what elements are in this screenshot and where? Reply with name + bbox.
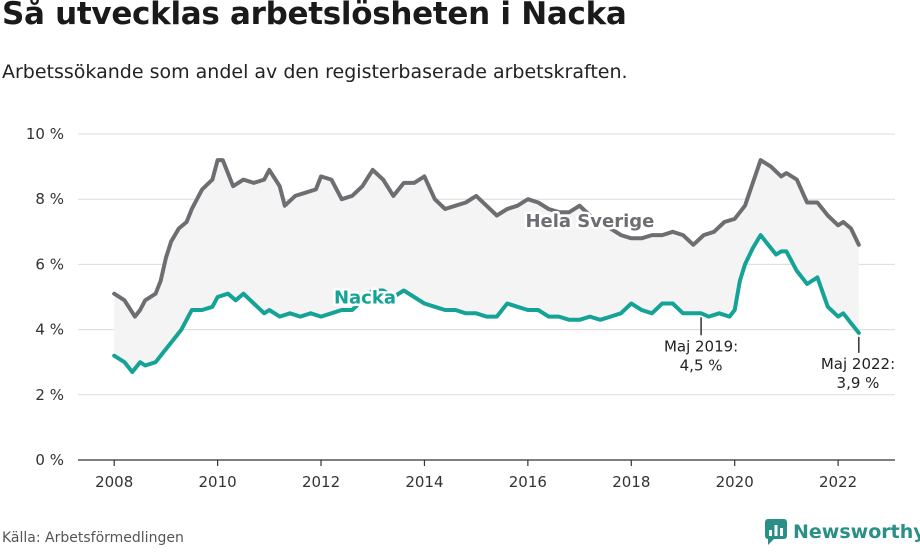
y-tick-label: 6 % xyxy=(35,255,64,273)
annotations: Maj 2019:4,5 % Maj 2022:3,9 % xyxy=(664,317,895,392)
brand-name: Newsworthy xyxy=(793,521,920,543)
series-label-hela-sverige: Hela Sverige xyxy=(525,211,654,232)
y-tick-label: 2 % xyxy=(35,386,64,404)
x-tick-label: 2012 xyxy=(302,473,340,491)
series-line-hela-sverige xyxy=(112,158,861,319)
annotation-value: 4,5 % xyxy=(680,356,723,374)
x-tick-label: 2008 xyxy=(95,473,133,491)
x-tick-label: 2010 xyxy=(199,473,237,491)
source-note: Källa: Arbetsförmedlingen xyxy=(2,530,184,546)
chart-subtitle: Arbetssökande som andel av den registerb… xyxy=(2,61,628,83)
x-tick-label: 2016 xyxy=(509,473,547,491)
series-line-nacka xyxy=(112,233,861,374)
difference-band xyxy=(114,160,859,372)
newsworthy-logo-icon xyxy=(765,519,787,545)
x-tick-label: 2022 xyxy=(819,473,857,491)
x-tick-label: 2020 xyxy=(716,473,754,491)
annotation-date: Maj 2019: xyxy=(664,337,738,355)
newsworthy-logo[interactable]: Newsworthy xyxy=(765,519,920,545)
y-tick-label: 8 % xyxy=(35,190,64,208)
series-labels: Hela Sverige Nacka xyxy=(331,208,656,311)
axes: 0 % 2 % 4 % 6 % 8 % 10 % 2008 2010 2012 2014 2016 2… xyxy=(26,125,895,491)
y-tick-label: 4 % xyxy=(35,321,64,339)
y-tick-label: 0 % xyxy=(35,451,64,469)
series-label-nacka: Nacka xyxy=(334,288,396,309)
y-tick-label: 10 % xyxy=(26,125,64,143)
annotation-value: 3,9 % xyxy=(837,374,880,392)
x-tick-label: 2014 xyxy=(405,473,443,491)
x-tick-label: 2018 xyxy=(612,473,650,491)
chart-title: Så utvecklas arbetslösheten i Nacka xyxy=(2,0,627,32)
annotation-date: Maj 2022: xyxy=(821,355,895,373)
